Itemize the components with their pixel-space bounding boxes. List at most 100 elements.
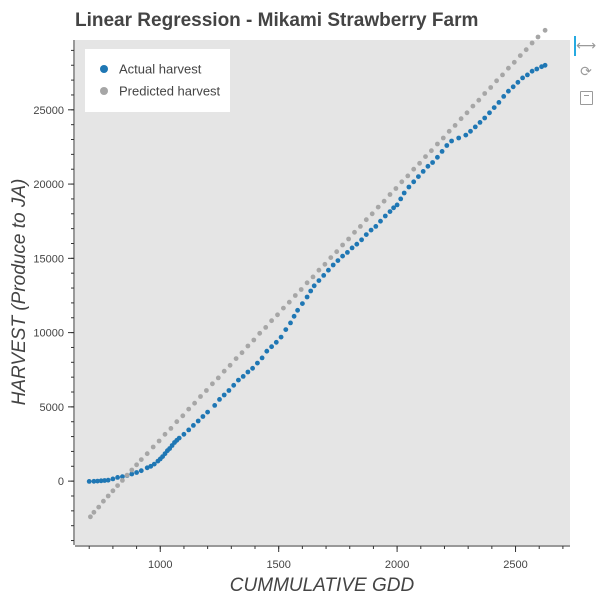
data-point: [515, 79, 521, 85]
data-point: [535, 34, 541, 40]
data-point: [363, 232, 369, 238]
data-point: [393, 186, 399, 191]
data-point: [286, 299, 292, 305]
data-point: [401, 190, 407, 196]
y-tick-label: 0: [58, 476, 64, 488]
data-point: [148, 463, 154, 469]
data-point: [529, 68, 535, 74]
data-point: [534, 66, 540, 72]
data-point: [391, 205, 396, 211]
data-point: [335, 258, 341, 263]
data-point: [144, 465, 150, 471]
x-tick-label: 1500: [266, 559, 290, 571]
data-point: [511, 59, 517, 65]
data-point: [345, 250, 350, 255]
data-point: [110, 476, 116, 482]
data-point: [394, 202, 400, 208]
y-tick-label: 10000: [33, 328, 64, 340]
data-point: [458, 116, 464, 122]
data-point: [204, 388, 209, 393]
x-tick-label: 2500: [503, 559, 527, 571]
pan-arrows-icon: ⟷: [576, 38, 597, 54]
data-point: [463, 132, 469, 138]
data-point: [440, 135, 446, 141]
axes: 1000 1500 2000 2500050001000015000200002500…: [33, 40, 570, 571]
data-point: [430, 160, 435, 165]
data-point: [346, 236, 351, 242]
data-point: [470, 103, 476, 109]
data-point: [510, 84, 516, 90]
data-point: [221, 392, 227, 398]
data-point: [529, 40, 535, 46]
data-point: [98, 478, 104, 484]
data-point: [91, 478, 97, 484]
data-point: [195, 418, 201, 424]
data-point: [304, 294, 310, 300]
data-point: [387, 192, 393, 197]
data-point: [233, 356, 239, 361]
data-point: [500, 72, 505, 78]
data-point: [444, 143, 450, 148]
data-point: [191, 423, 196, 428]
data-point: [378, 218, 383, 224]
data-point: [105, 493, 111, 499]
data-point: [464, 110, 470, 116]
data-point: [523, 47, 529, 53]
data-point: [186, 427, 192, 433]
data-point: [275, 312, 280, 318]
data-point: [255, 360, 260, 366]
data-point: [456, 135, 462, 141]
data-point: [494, 78, 499, 84]
data-point: [449, 138, 454, 144]
data-point: [205, 409, 211, 415]
data-point: [134, 470, 140, 475]
data-point: [476, 97, 482, 103]
data-point: [129, 471, 135, 477]
data-point: [212, 403, 218, 408]
data-point: [381, 198, 387, 204]
data-point: [300, 301, 305, 306]
data-point: [311, 283, 317, 289]
data-point: [506, 88, 511, 94]
data-point: [151, 461, 157, 467]
save-icon: [579, 91, 593, 105]
data-point: [278, 334, 284, 340]
data-point: [239, 350, 245, 356]
data-point: [215, 375, 221, 381]
data-point: [181, 431, 187, 437]
data-point: [176, 435, 182, 441]
data-point: [542, 27, 548, 33]
data-point: [334, 249, 340, 255]
chart-title: Linear Regression - Mikami Strawberry Fa…: [75, 10, 478, 31]
data-point: [435, 154, 440, 160]
data-point: [472, 124, 478, 130]
data-point: [321, 273, 327, 278]
data-point: [423, 154, 428, 160]
data-point: [310, 274, 316, 280]
y-tick-label: 15000: [33, 253, 64, 265]
plot-area: [75, 27, 570, 545]
series-2: [88, 27, 548, 520]
data-point: [482, 91, 488, 96]
data-point: [354, 241, 360, 247]
pan-tool-button[interactable]: ⟷: [574, 36, 597, 56]
data-point: [162, 431, 168, 437]
data-point: [501, 94, 507, 99]
data-point: [138, 468, 144, 474]
data-point: [375, 204, 381, 210]
data-point: [227, 362, 233, 368]
data-point: [491, 105, 497, 110]
data-point: [352, 229, 357, 235]
data-point: [186, 406, 192, 412]
data-point: [298, 287, 304, 292]
save-tool-button[interactable]: [576, 88, 596, 108]
data-point: [217, 397, 222, 402]
legend-box: [85, 49, 230, 112]
data-point: [399, 179, 405, 185]
data-point: [120, 474, 125, 480]
data-point: [304, 280, 310, 286]
legend-label: Actual harvest: [119, 62, 202, 77]
data-point: [192, 400, 198, 406]
data-point: [150, 444, 156, 450]
reset-tool-button[interactable]: ⟳: [576, 62, 596, 82]
